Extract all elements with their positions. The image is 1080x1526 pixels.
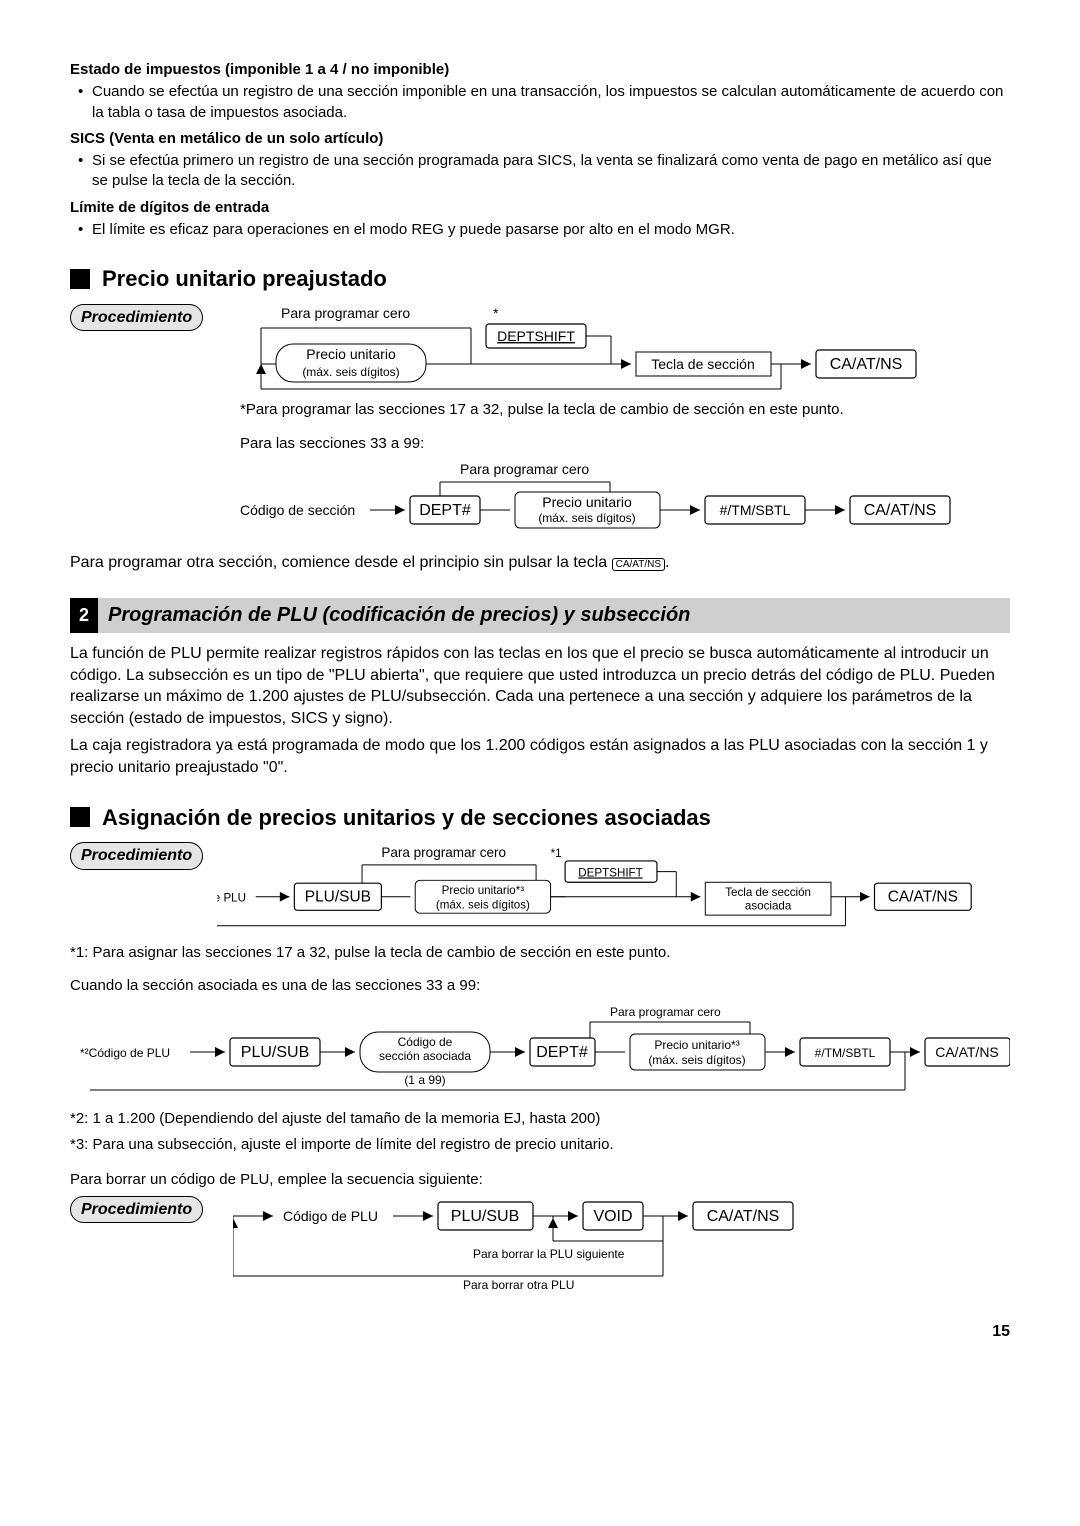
page-number: 15 [70, 1321, 1010, 1343]
svg-text:#/TM/SBTL: #/TM/SBTL [720, 502, 791, 518]
inline-key-caatns: CA/AT/NS [612, 558, 665, 571]
heading-limit: Límite de dígitos de entrada [70, 198, 1010, 218]
svg-text:VOID: VOID [594, 1208, 633, 1225]
section2-title: Programación de PLU (codificación de pre… [98, 598, 1010, 633]
sec3-n2: *2: 1 a 1.200 (Dependiendo del ajuste de… [70, 1109, 1010, 1129]
procedure-pill: Procedimiento [70, 1196, 203, 1224]
section1-heading: Precio unitario preajustado [70, 264, 1010, 294]
svg-text:(1 a 99): (1 a 99) [404, 1073, 445, 1087]
svg-text:CA/AT/NS: CA/AT/NS [864, 502, 937, 519]
section3-heading: Asignación de precios unitarios y de sec… [70, 803, 1010, 833]
svg-text:CA/AT/NS: CA/AT/NS [935, 1044, 999, 1060]
svg-text:Código de: Código de [398, 1035, 453, 1049]
diagram-preset-price: Para programar cero * Precio unitario (m… [221, 304, 981, 394]
svg-text:CA/AT/NS: CA/AT/NS [830, 356, 903, 373]
svg-text:Precio unitario: Precio unitario [306, 346, 396, 362]
svg-text:CA/AT/NS: CA/AT/NS [888, 889, 958, 906]
svg-text:PLU/SUB: PLU/SUB [451, 1208, 519, 1225]
svg-text:*²Código de PLU: *²Código de PLU [80, 1046, 170, 1060]
svg-text:Para programar cero: Para programar cero [382, 845, 507, 860]
sec1-footer: Para programar otra sección, comience de… [70, 552, 1010, 574]
svg-text:Precio unitario: Precio unitario [542, 494, 632, 510]
square-icon [70, 807, 90, 827]
svg-text:(máx. seis dígitos): (máx. seis dígitos) [302, 365, 399, 379]
svg-text:*: * [493, 305, 499, 321]
diagram-plu-assign: Para programar cero *1 *²Código de PLU P… [217, 842, 1010, 937]
section2-banner: 2 Programación de PLU (codificación de p… [70, 598, 1010, 633]
heading-tax: Estado de impuestos (imponible 1 a 4 / n… [70, 60, 1010, 80]
svg-text:(máx. seis dígitos): (máx. seis dígitos) [648, 1053, 745, 1067]
svg-text:DEPT#: DEPT# [536, 1044, 588, 1061]
svg-text:(máx. seis dígitos): (máx. seis dígitos) [538, 511, 635, 525]
svg-text:DEPTSHIFT: DEPTSHIFT [578, 867, 642, 880]
sec1-d2-intro: Para las secciones 33 a 99: [240, 434, 1010, 454]
svg-text:PLU/SUB: PLU/SUB [305, 889, 371, 906]
svg-text:PLU/SUB: PLU/SUB [241, 1044, 309, 1061]
svg-text:Precio unitario*³: Precio unitario*³ [442, 884, 525, 897]
procedure-pill: Procedimiento [70, 304, 203, 332]
svg-text:Para programar cero: Para programar cero [610, 1005, 721, 1019]
sec1-note1: *Para programar las secciones 17 a 32, p… [240, 400, 1010, 420]
sec3-del-intro: Para borrar un código de PLU, emplee la … [70, 1170, 1010, 1190]
sec3-d2-intro: Cuando la sección asociada es una de las… [70, 976, 1010, 996]
sec2-p1: La función de PLU permite realizar regis… [70, 643, 1010, 729]
svg-text:CA/AT/NS: CA/AT/NS [707, 1208, 780, 1225]
svg-text:Para borrar la PLU siguiente: Para borrar la PLU siguiente [473, 1247, 625, 1261]
bullet-limit: El límite es eficaz para operaciones en … [70, 220, 1010, 240]
svg-text:asociada: asociada [745, 900, 792, 913]
svg-text:Para programar cero: Para programar cero [460, 461, 589, 477]
svg-text:DEPTSHIFT: DEPTSHIFT [497, 328, 575, 344]
svg-text:Código de sección: Código de sección [240, 502, 355, 518]
heading-sics: SICS (Venta en metálico de un solo artíc… [70, 129, 1010, 149]
svg-text:Tecla de sección: Tecla de sección [651, 356, 755, 372]
sec2-p2: La caja registradora ya está programada … [70, 735, 1010, 778]
diagram-sec33-99: Para programar cero Código de sección DE… [70, 460, 1010, 540]
svg-text:*1: *1 [551, 847, 562, 860]
section2-num: 2 [70, 598, 98, 633]
section3-title: Asignación de precios unitarios y de sec… [102, 803, 711, 833]
svg-text:DEPT#: DEPT# [419, 502, 471, 519]
svg-text:(máx. seis dígitos): (máx. seis dígitos) [436, 899, 530, 912]
svg-text:sección asociada: sección asociada [379, 1049, 471, 1063]
svg-text:#/TM/SBTL: #/TM/SBTL [815, 1046, 876, 1060]
svg-text:*²Código de PLU: *²Código de PLU [217, 892, 246, 905]
svg-text:Para programar cero: Para programar cero [281, 305, 410, 321]
square-icon [70, 269, 90, 289]
diagram-plu-33-99: Para programar cero *²Código de PLU PLU/… [70, 1002, 1010, 1097]
svg-text:Tecla de sección: Tecla de sección [725, 886, 811, 899]
svg-text:Código de PLU: Código de PLU [283, 1208, 378, 1224]
procedure-pill: Procedimiento [70, 842, 203, 870]
top-block: Estado de impuestos (imponible 1 a 4 / n… [70, 60, 1010, 240]
bullet-sics: Si se efectúa primero un registro de una… [70, 151, 1010, 192]
bullet-tax: Cuando se efectúa un registro de una sec… [70, 82, 1010, 123]
sec3-note1: *1: Para asignar las secciones 17 a 32, … [70, 943, 1010, 963]
section1-title: Precio unitario preajustado [102, 264, 387, 294]
svg-text:Precio unitario*³: Precio unitario*³ [654, 1038, 739, 1052]
svg-text:Para borrar otra PLU: Para borrar otra PLU [463, 1278, 574, 1291]
sec3-n3: *3: Para una subsección, ajuste el impor… [70, 1135, 1010, 1155]
diagram-plu-delete: Código de PLU PLU/SUB VOID CA/AT/NS Para… [233, 1196, 873, 1291]
